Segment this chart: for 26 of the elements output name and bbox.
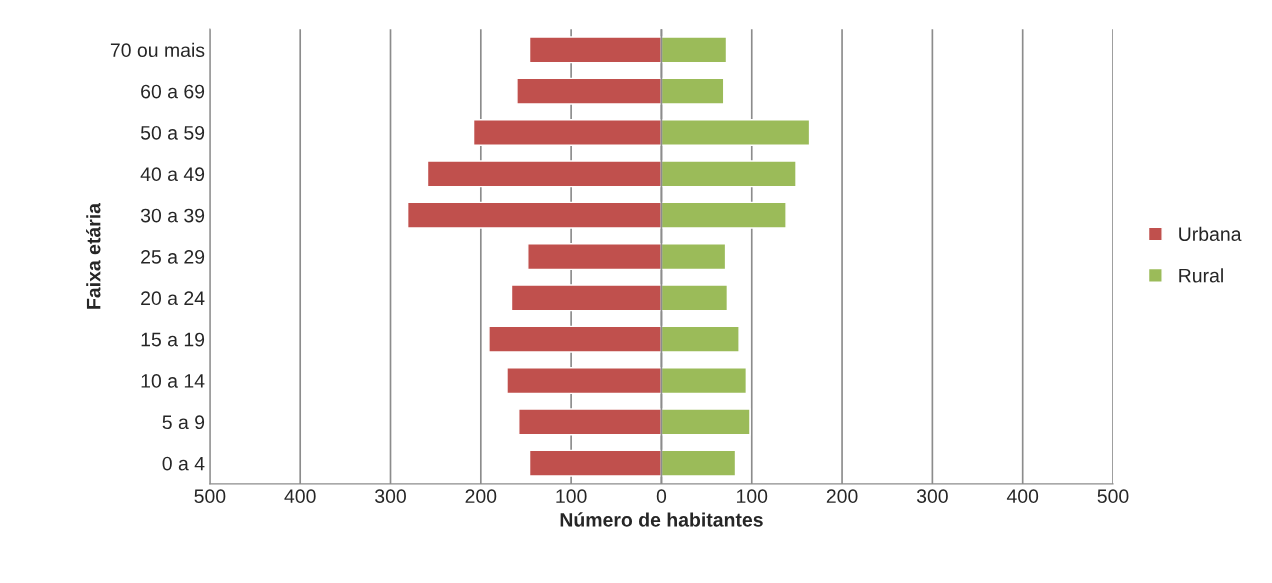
- y-tick-label: 30 a 39: [140, 208, 205, 223]
- y-tick-label: 5 a 9: [162, 415, 205, 430]
- x-tick-label: 400: [1006, 489, 1039, 504]
- y-tick-label: 50 a 59: [140, 125, 205, 140]
- x-tick-label: 200: [826, 489, 858, 504]
- y-tick-label: 15 a 19: [141, 332, 205, 347]
- x-tick-label: 300: [916, 489, 948, 504]
- y-tick-label: 0 a 4: [162, 456, 205, 471]
- y-tick-label: 40 a 49: [140, 167, 205, 182]
- x-axis-title: Número de habitantes: [560, 512, 763, 527]
- legend-label: Rural: [1179, 268, 1223, 283]
- x-tick-label: 100: [737, 489, 768, 504]
- x-tick-label: 300: [375, 489, 406, 504]
- y-tick-label: 10 a 14: [141, 374, 205, 388]
- x-tick-label: 100: [556, 489, 587, 504]
- y-tick-label: 25 a 29: [141, 249, 205, 264]
- x-tick-label: 400: [284, 489, 316, 504]
- x-tick-label: 200: [465, 489, 497, 504]
- legend-label: Urbana: [1179, 226, 1242, 242]
- y-tick-label: 70 ou mais: [110, 42, 205, 58]
- y-tick-label: 20 a 24: [141, 291, 205, 306]
- x-tick-label: 500: [194, 489, 226, 504]
- y-axis-title: Faixa etária: [86, 202, 101, 309]
- x-tick-label: 0: [656, 489, 667, 504]
- x-tick-label: 500: [1097, 489, 1129, 504]
- y-tick-label: 60 a 69: [141, 84, 205, 99]
